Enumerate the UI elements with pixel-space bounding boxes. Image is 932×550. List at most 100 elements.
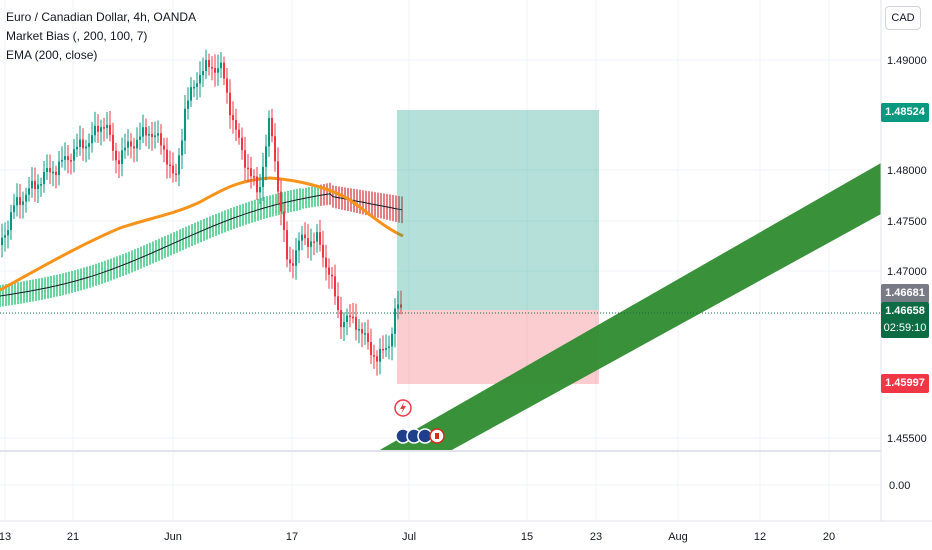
candle-body bbox=[385, 347, 387, 350]
target-zone[interactable] bbox=[397, 110, 599, 310]
candle-body bbox=[160, 133, 162, 146]
candle-body bbox=[373, 355, 375, 357]
time-tick: 20 bbox=[823, 531, 835, 543]
candle-body bbox=[121, 150, 123, 164]
candle-body bbox=[289, 259, 291, 264]
candle-body bbox=[94, 125, 96, 136]
candle-body bbox=[217, 68, 219, 73]
time-tick: 17 bbox=[286, 531, 298, 543]
candle-body bbox=[328, 267, 330, 275]
candle-body bbox=[184, 108, 186, 141]
candle-body bbox=[253, 176, 255, 178]
candle-body bbox=[31, 180, 33, 189]
candle-body bbox=[19, 197, 21, 205]
price-tick: 1.48000 bbox=[887, 165, 927, 177]
symbol-title[interactable]: Euro / Canadian Dollar, 4h, OANDA bbox=[6, 10, 197, 24]
indicator-market-bias[interactable]: Market Bias (, 200, 100, 7) bbox=[6, 29, 148, 43]
candle-body bbox=[103, 127, 105, 129]
ema-line bbox=[0, 176, 404, 292]
candle-body bbox=[283, 211, 285, 231]
candle-body bbox=[187, 100, 189, 109]
candle-body bbox=[325, 257, 327, 268]
candle-body bbox=[25, 194, 27, 202]
candle-body bbox=[145, 127, 147, 136]
time-tick: 21 bbox=[67, 531, 79, 543]
candle-body bbox=[244, 150, 246, 168]
candle-body bbox=[46, 168, 48, 172]
candle-body bbox=[226, 78, 228, 93]
canada-leaf-icon bbox=[435, 433, 439, 439]
candle-body bbox=[58, 161, 60, 176]
candle-body bbox=[220, 62, 222, 69]
candle-body bbox=[337, 296, 339, 311]
candle-body bbox=[73, 149, 75, 161]
price-tick: 1.47000 bbox=[887, 266, 927, 278]
candle-body bbox=[49, 168, 51, 173]
rising-channel[interactable] bbox=[378, 163, 881, 451]
candle-body bbox=[349, 315, 351, 318]
candle-body bbox=[136, 139, 138, 149]
candle-body bbox=[124, 147, 126, 151]
time-tick: 13 bbox=[0, 531, 11, 543]
candle-body bbox=[163, 145, 165, 150]
candle-body bbox=[376, 356, 378, 362]
lightning-glyph-icon bbox=[400, 402, 406, 414]
candle-body bbox=[319, 232, 321, 245]
candle-body bbox=[364, 333, 366, 335]
candle-body bbox=[286, 230, 288, 260]
candle-body bbox=[178, 155, 180, 175]
bias-center-line bbox=[0, 193, 403, 297]
candle-body bbox=[154, 135, 156, 137]
candle-body bbox=[256, 176, 258, 193]
candle-body bbox=[352, 316, 354, 319]
candle-body bbox=[361, 329, 363, 334]
time-tick: 12 bbox=[754, 531, 766, 543]
candle-body bbox=[304, 234, 306, 239]
lower-pane-tick: 0.00 bbox=[889, 480, 910, 492]
indicator-ema[interactable]: EMA (200, close) bbox=[6, 48, 98, 62]
candle-body bbox=[277, 161, 279, 192]
candle-body bbox=[235, 120, 237, 130]
candle-body bbox=[280, 191, 282, 212]
candle-body bbox=[346, 315, 348, 322]
candle-body bbox=[391, 333, 393, 347]
candle-body bbox=[394, 308, 396, 334]
currency-button[interactable]: CAD bbox=[885, 6, 921, 30]
candle-body bbox=[307, 238, 309, 247]
candle-body bbox=[343, 321, 345, 328]
candle-body bbox=[172, 165, 174, 174]
time-axis[interactable]: 13 21 Jun 17 Jul 15 23 Aug 12 20 bbox=[0, 531, 835, 543]
candle-body bbox=[211, 67, 213, 69]
candle-body bbox=[43, 171, 45, 185]
candle-body bbox=[109, 124, 111, 135]
candle-body bbox=[85, 146, 87, 149]
event-markers[interactable] bbox=[394, 399, 445, 444]
candle-body bbox=[52, 171, 54, 174]
candle-body bbox=[268, 118, 270, 147]
candle-body bbox=[67, 156, 69, 161]
candle-body bbox=[151, 134, 153, 137]
candle-body bbox=[250, 168, 252, 177]
candle-body bbox=[301, 234, 303, 241]
candle-body bbox=[4, 235, 6, 238]
candle-body bbox=[76, 146, 78, 150]
candle-body bbox=[355, 316, 357, 330]
candle-body bbox=[34, 180, 36, 190]
candle-body bbox=[13, 205, 15, 213]
candle-body bbox=[16, 197, 18, 206]
candle-body bbox=[91, 135, 93, 144]
candle-body bbox=[370, 342, 372, 356]
time-tick: 23 bbox=[590, 531, 602, 543]
candle-body bbox=[334, 276, 336, 297]
candle-body bbox=[190, 87, 192, 101]
candle-body bbox=[214, 67, 216, 73]
candle-body bbox=[205, 59, 207, 72]
candle-body bbox=[340, 310, 342, 328]
candle-body bbox=[397, 304, 399, 309]
price-axis[interactable]: 1.49000 1.48000 1.47500 1.47000 1.45500 … bbox=[887, 55, 927, 492]
candle-body bbox=[7, 230, 9, 236]
time-tick: Jun bbox=[164, 531, 182, 543]
candle-body bbox=[322, 244, 324, 258]
candle-body bbox=[118, 160, 120, 164]
